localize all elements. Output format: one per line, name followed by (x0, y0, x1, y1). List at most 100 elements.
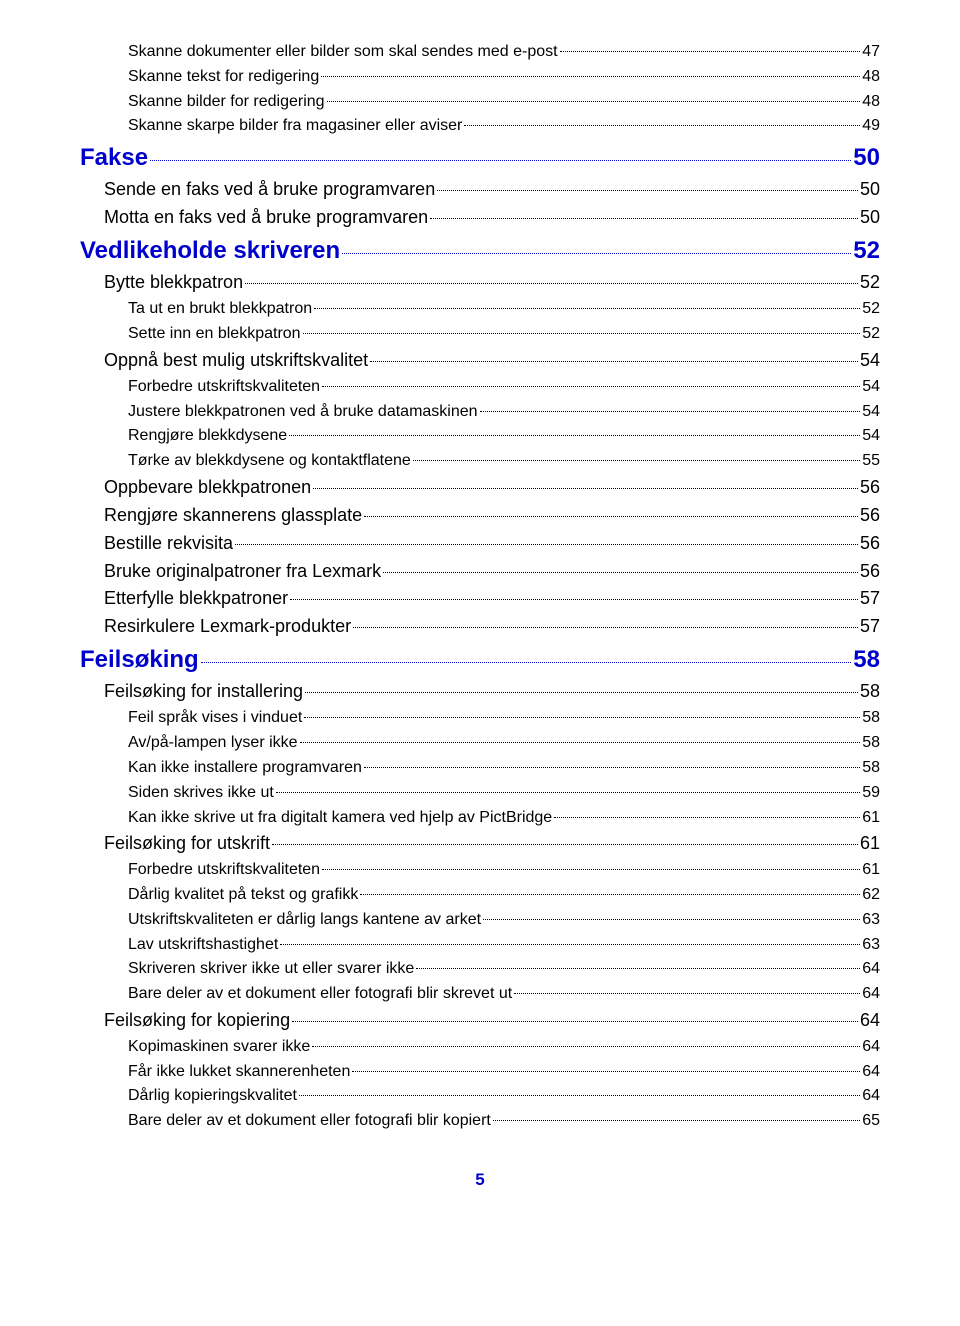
toc-entry-page: 49 (862, 114, 880, 139)
toc-entry[interactable]: Ta ut en brukt blekkpatron52 (128, 297, 880, 322)
toc-entry-page: 64 (862, 957, 880, 982)
toc-entry[interactable]: Feilsøking for installering58 (104, 678, 880, 706)
toc-entry-label: Skanne bilder for redigering (128, 90, 325, 115)
toc-entry-page: 64 (860, 1007, 880, 1035)
toc-entry-label: Sende en faks ved å bruke programvaren (104, 176, 435, 204)
toc-entry[interactable]: Forbedre utskriftskvaliteten54 (128, 375, 880, 400)
toc-leader-dots (342, 253, 851, 254)
toc-leader-dots (280, 944, 860, 945)
toc-entry-page: 64 (862, 1060, 880, 1085)
toc-leader-dots (150, 160, 851, 161)
toc-leader-dots (321, 76, 860, 77)
toc-entry-label: Feilsøking for kopiering (104, 1007, 290, 1035)
toc-entry[interactable]: Fakse50 (80, 139, 880, 176)
toc-entry[interactable]: Skanne dokumenter eller bilder som skal … (128, 40, 880, 65)
toc-entry[interactable]: Rengjøre skannerens glassplate56 (104, 502, 880, 530)
toc-leader-dots (352, 1071, 860, 1072)
toc-entry[interactable]: Feil språk vises i vinduet58 (128, 706, 880, 731)
toc-entry[interactable]: Vedlikeholde skriveren52 (80, 232, 880, 269)
toc-leader-dots (413, 460, 860, 461)
toc-entry[interactable]: Forbedre utskriftskvaliteten61 (128, 858, 880, 883)
toc-entry-page: 57 (860, 613, 880, 641)
toc-entry[interactable]: Siden skrives ikke ut59 (128, 781, 880, 806)
toc-entry-page: 52 (853, 232, 880, 269)
toc-entry[interactable]: Rengjøre blekkdysene54 (128, 424, 880, 449)
toc-entry[interactable]: Etterfylle blekkpatroner57 (104, 585, 880, 613)
toc-entry[interactable]: Tørke av blekkdysene og kontaktflatene55 (128, 449, 880, 474)
toc-entry[interactable]: Bare deler av et dokument eller fotograf… (128, 1109, 880, 1134)
toc-entry-page: 54 (862, 400, 880, 425)
toc-entry[interactable]: Skriveren skriver ikke ut eller svarer i… (128, 957, 880, 982)
toc-entry[interactable]: Bytte blekkpatron52 (104, 269, 880, 297)
toc-entry[interactable]: Feilsøking58 (80, 641, 880, 678)
toc-entry-label: Utskriftskvaliteten er dårlig langs kant… (128, 908, 481, 933)
toc-leader-dots (299, 1095, 860, 1096)
toc-entry-label: Bestille rekvisita (104, 530, 233, 558)
toc-entry-label: Får ikke lukket skannerenheten (128, 1060, 350, 1085)
toc-entry[interactable]: Oppbevare blekkpatronen56 (104, 474, 880, 502)
toc-entry-label: Bare deler av et dokument eller fotograf… (128, 982, 512, 1007)
toc-entry-label: Tørke av blekkdysene og kontaktflatene (128, 449, 411, 474)
toc-leader-dots (322, 386, 860, 387)
toc-entry[interactable]: Utskriftskvaliteten er dårlig langs kant… (128, 908, 880, 933)
toc-entry[interactable]: Bare deler av et dokument eller fotograf… (128, 982, 880, 1007)
toc-entry[interactable]: Sette inn en blekkpatron52 (128, 322, 880, 347)
toc-entry-page: 64 (862, 1035, 880, 1060)
toc-entry-label: Dårlig kvalitet på tekst og grafikk (128, 883, 358, 908)
toc-entry-page: 63 (862, 908, 880, 933)
toc-leader-dots (554, 817, 860, 818)
toc-entry-page: 47 (862, 40, 880, 65)
toc-leader-dots (303, 333, 861, 334)
toc-entry-label: Bruke originalpatroner fra Lexmark (104, 558, 381, 586)
toc-leader-dots (276, 792, 860, 793)
toc-entry-page: 58 (860, 678, 880, 706)
toc-entry[interactable]: Dårlig kvalitet på tekst og grafikk62 (128, 883, 880, 908)
toc-entry[interactable]: Lav utskriftshastighet63 (128, 933, 880, 958)
toc-entry-label: Av/på-lampen lyser ikke (128, 731, 298, 756)
toc-entry[interactable]: Feilsøking for utskrift61 (104, 830, 880, 858)
toc-leader-dots (493, 1120, 860, 1121)
toc-leader-dots (322, 869, 860, 870)
toc-entry[interactable]: Resirkulere Lexmark-produkter57 (104, 613, 880, 641)
table-of-contents: Skanne dokumenter eller bilder som skal … (80, 40, 880, 1134)
toc-leader-dots (327, 101, 861, 102)
toc-entry-page: 65 (862, 1109, 880, 1134)
toc-leader-dots (364, 767, 860, 768)
toc-entry[interactable]: Oppnå best mulig utskriftskvalitet54 (104, 347, 880, 375)
toc-entry-page: 54 (862, 424, 880, 449)
toc-entry-label: Ta ut en brukt blekkpatron (128, 297, 312, 322)
toc-entry-label: Dårlig kopieringskvalitet (128, 1084, 297, 1109)
toc-entry-label: Justere blekkpatronen ved å bruke datama… (128, 400, 478, 425)
toc-entry[interactable]: Av/på-lampen lyser ikke58 (128, 731, 880, 756)
toc-entry-page: 59 (862, 781, 880, 806)
toc-entry-page: 56 (860, 474, 880, 502)
toc-leader-dots (314, 308, 860, 309)
toc-leader-dots (289, 435, 860, 436)
toc-entry[interactable]: Får ikke lukket skannerenheten 64 (128, 1060, 880, 1085)
toc-leader-dots (464, 125, 860, 126)
toc-entry-page: 58 (862, 756, 880, 781)
toc-entry[interactable]: Sende en faks ved å bruke programvaren50 (104, 176, 880, 204)
toc-entry-page: 58 (853, 641, 880, 678)
toc-entry[interactable]: Feilsøking for kopiering 64 (104, 1007, 880, 1035)
toc-entry-label: Feilsøking for utskrift (104, 830, 270, 858)
toc-entry[interactable]: Bruke originalpatroner fra Lexmark56 (104, 558, 880, 586)
toc-entry[interactable]: Bestille rekvisita56 (104, 530, 880, 558)
toc-entry[interactable]: Justere blekkpatronen ved å bruke datama… (128, 400, 880, 425)
toc-entry[interactable]: Skanne tekst for redigering48 (128, 65, 880, 90)
toc-entry-label: Motta en faks ved å bruke programvaren (104, 204, 428, 232)
toc-entry[interactable]: Skanne skarpe bilder fra magasiner eller… (128, 114, 880, 139)
toc-entry[interactable]: Kopimaskinen svarer ikke64 (128, 1035, 880, 1060)
toc-entry[interactable]: Kan ikke skrive ut fra digitalt kamera v… (128, 806, 880, 831)
toc-entry[interactable]: Motta en faks ved å bruke programvaren50 (104, 204, 880, 232)
toc-entry-page: 52 (862, 322, 880, 347)
toc-entry-page: 52 (860, 269, 880, 297)
toc-entry[interactable]: Skanne bilder for redigering48 (128, 90, 880, 115)
toc-leader-dots (370, 361, 858, 362)
toc-entry-label: Forbedre utskriftskvaliteten (128, 375, 320, 400)
toc-leader-dots (514, 993, 860, 994)
toc-entry[interactable]: Kan ikke installere programvaren58 (128, 756, 880, 781)
toc-entry-page: 61 (862, 806, 880, 831)
toc-entry[interactable]: Dårlig kopieringskvalitet64 (128, 1084, 880, 1109)
toc-entry-label: Forbedre utskriftskvaliteten (128, 858, 320, 883)
